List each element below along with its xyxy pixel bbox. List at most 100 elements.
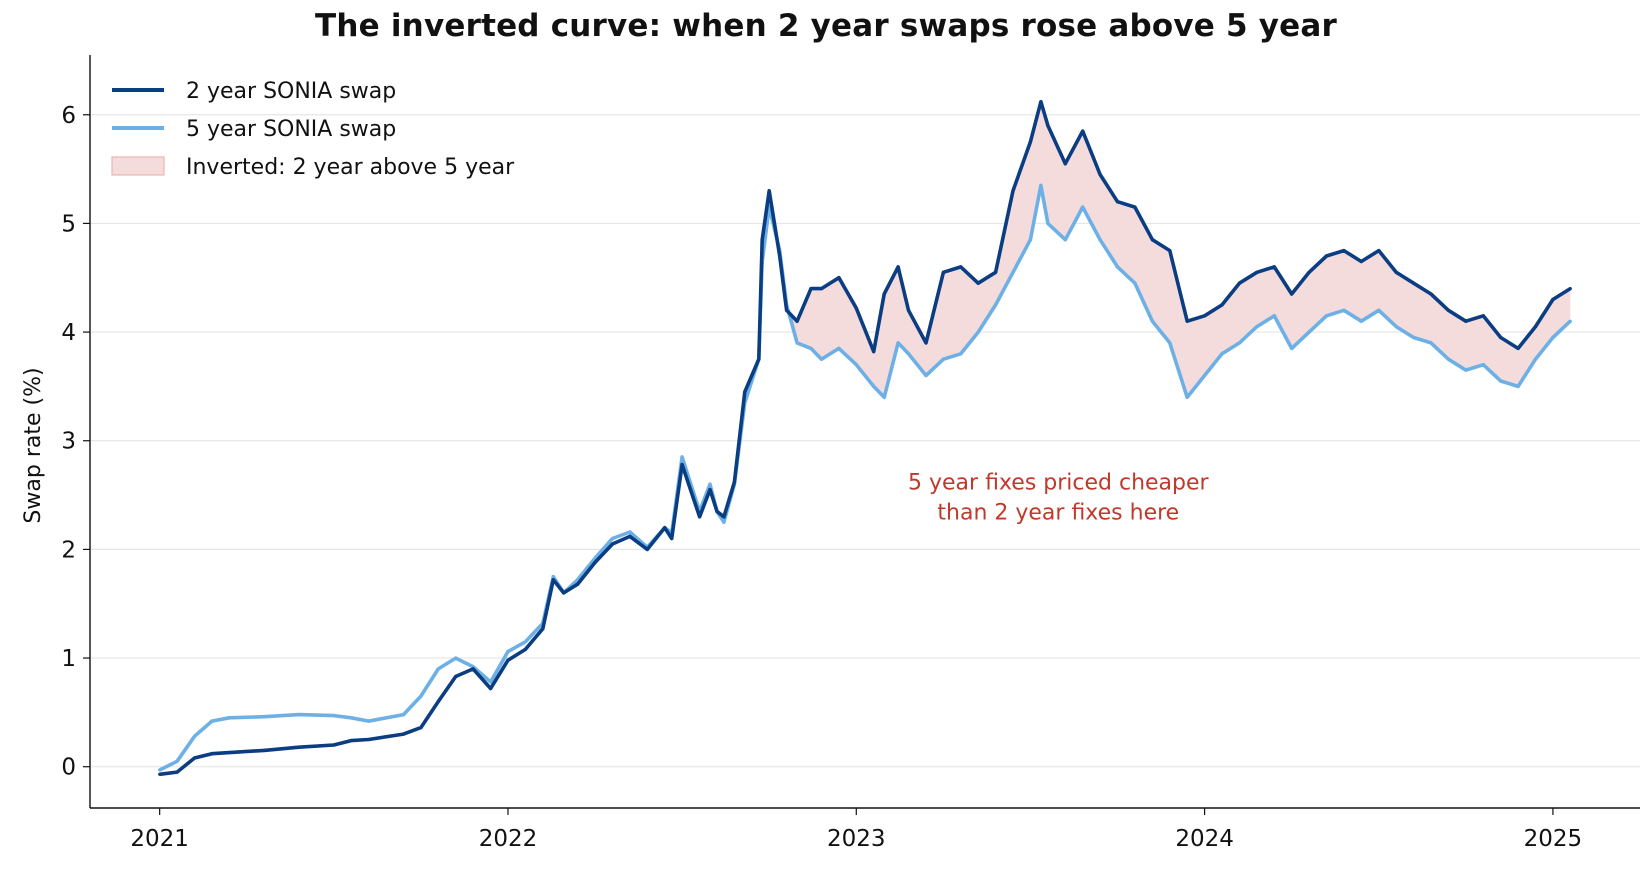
data-point-5-year (1516, 384, 1520, 388)
x-tick-label: 2023 (827, 826, 886, 852)
data-point-2-year (680, 463, 684, 467)
data-point-2-year (1185, 319, 1189, 323)
data-point-2-year (419, 726, 423, 730)
legend-label: Inverted: 2 year above 5 year (186, 155, 515, 180)
data-point-2-year (1307, 270, 1311, 274)
data-point-2-year (401, 732, 406, 736)
series-line-2-year (159, 99, 1572, 777)
data-point-2-year (192, 756, 197, 760)
data-point-2-year (1237, 281, 1241, 285)
inverted-region-fill (788, 101, 1571, 398)
data-point-2-year (349, 739, 353, 743)
data-point-2-year (809, 287, 813, 291)
data-point-5-year (1481, 363, 1485, 367)
data-point-2-year (158, 772, 162, 776)
data-point-5-year (1533, 357, 1538, 361)
data-point-5-year (837, 346, 841, 350)
data-point-5-year (1568, 319, 1572, 323)
data-point-2-year (1046, 124, 1050, 128)
data-point-2-year (367, 737, 371, 742)
legend-label: 2 year SONIA swap (186, 79, 396, 104)
data-point-5-year (489, 680, 493, 684)
data-point-2-year (1551, 297, 1555, 302)
data-point-5-year (1237, 341, 1241, 345)
data-point-2-year (896, 265, 900, 269)
data-point-5-year (349, 716, 353, 720)
data-point-2-year (1168, 249, 1172, 253)
data-point-5-year (610, 536, 615, 541)
data-point-5-year (523, 640, 528, 644)
data-point-5-year (1150, 319, 1154, 323)
data-point-2-year (628, 534, 632, 539)
data-point-5-year (1203, 373, 1207, 378)
data-point-2-year (767, 189, 771, 193)
data-point-2-year (541, 627, 545, 631)
data-point-5-year (1377, 308, 1381, 312)
data-point-5-year (819, 357, 824, 361)
data-point-5-year (1046, 221, 1050, 225)
data-point-2-year (551, 578, 555, 582)
data-point-2-year (262, 748, 266, 753)
data-point-2-year (924, 341, 928, 345)
data-point-2-year (722, 515, 726, 519)
data-point-5-year (419, 694, 423, 698)
y-tick-label: 3 (61, 429, 76, 455)
data-point-2-year (175, 770, 179, 774)
data-point-2-year (1039, 100, 1043, 104)
data-point-2-year (760, 238, 764, 242)
data-point-5-year (551, 575, 555, 579)
annotation-text: 5 year fixes priced cheaper (908, 471, 1210, 496)
data-point-2-year (708, 488, 712, 492)
data-point-2-year (757, 357, 761, 361)
data-point-2-year (959, 265, 963, 269)
data-point-5-year (1063, 238, 1067, 242)
data-point-2-year (1429, 292, 1433, 296)
data-point-5-year (1551, 335, 1555, 340)
data-point-5-year (882, 395, 886, 399)
data-point-2-year (1203, 314, 1207, 318)
data-point-5-year (976, 330, 980, 334)
data-point-2-year (471, 667, 475, 671)
data-point-2-year (227, 751, 231, 755)
data-point-2-year (1377, 249, 1381, 253)
data-point-5-year (1324, 314, 1329, 318)
data-point-2-year (1446, 308, 1450, 312)
data-point-2-year (297, 745, 301, 749)
x-tick-label: 2025 (1524, 826, 1583, 852)
data-point-2-year (1063, 162, 1067, 166)
data-point-2-year (882, 292, 886, 296)
data-point-5-year (708, 482, 712, 486)
data-point-5-year (1394, 325, 1398, 329)
data-point-2-year (1533, 325, 1538, 329)
data-point-2-year (576, 582, 580, 586)
data-point-2-year (778, 254, 782, 258)
data-point-2-year (1098, 172, 1102, 177)
y-tick-label: 5 (61, 211, 76, 237)
y-axis-label: Swap rate (%) (21, 367, 46, 523)
data-point-2-year (1324, 254, 1329, 258)
data-point-2-year (610, 542, 615, 546)
data-point-2-year (941, 270, 946, 274)
data-point-2-year (1255, 270, 1259, 274)
data-point-2-year (1081, 129, 1085, 133)
data-point-5-year (959, 352, 963, 356)
data-point-5-year (924, 373, 928, 378)
data-point-5-year (1039, 183, 1043, 187)
data-point-5-year (1168, 341, 1172, 345)
data-point-5-year (1446, 357, 1450, 361)
data-point-5-year (994, 303, 998, 307)
data-point-5-year (1429, 341, 1433, 345)
data-point-5-year (158, 768, 162, 772)
x-tick-label: 2021 (130, 826, 189, 852)
data-point-2-year (1290, 292, 1294, 296)
data-point-5-year (210, 719, 214, 723)
data-point-5-year (1133, 281, 1137, 285)
data-point-5-year (1255, 325, 1259, 329)
data-point-5-year (896, 341, 900, 345)
data-point-2-year (976, 281, 980, 285)
data-point-5-year (1359, 319, 1363, 323)
data-point-2-year (1115, 200, 1120, 204)
data-point-2-year (732, 480, 737, 484)
data-point-2-year (854, 306, 858, 310)
data-point-2-year (994, 270, 998, 274)
